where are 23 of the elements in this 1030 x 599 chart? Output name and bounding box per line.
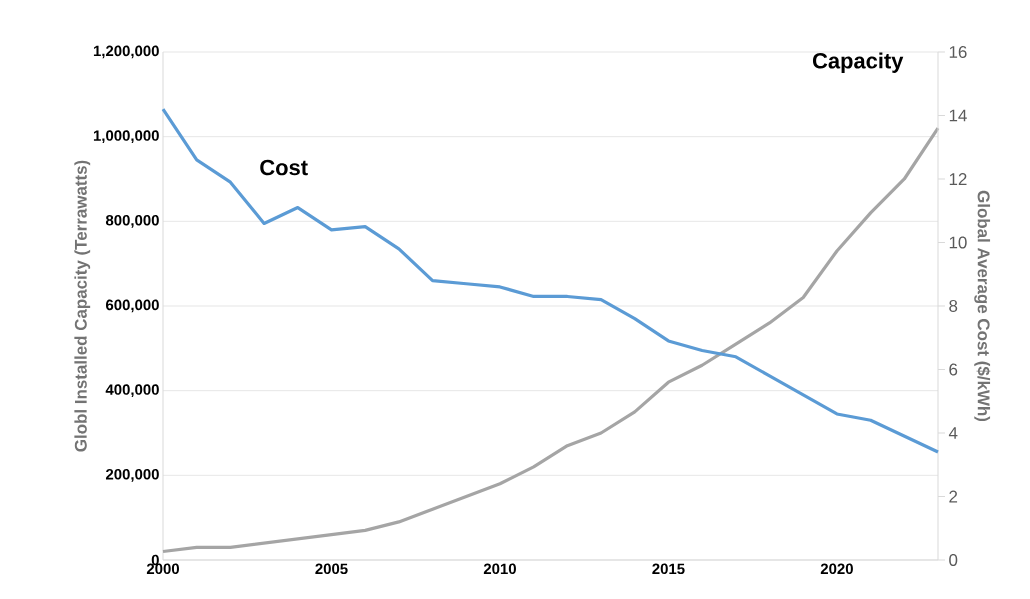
y-tick-label: 800,000 <box>105 214 159 228</box>
y2-tick-label: 0 <box>949 554 958 566</box>
y-tick-label: 200,000 <box>105 468 159 482</box>
x-tick-label: 2010 <box>483 563 516 575</box>
y2-tick-label: 16 <box>949 46 967 58</box>
y2-tick-label: 6 <box>949 363 958 376</box>
y2-tick-label: 2 <box>949 490 958 503</box>
y2-tick-label: 10 <box>949 236 967 249</box>
x-tick-label: 2020 <box>820 563 853 575</box>
y2-axis-title: Global Average Cost ($/kWh) <box>974 190 991 422</box>
series-label: Cost <box>260 159 308 176</box>
x-tick-label: 2015 <box>652 563 685 575</box>
x-tick-label: 2005 <box>315 563 348 575</box>
y2-tick-label: 4 <box>948 427 958 439</box>
y-tick-label: 400,000 <box>105 384 159 398</box>
y-tick-label: 1,200,000 <box>93 45 159 59</box>
y2-tick-label: 14 <box>949 109 967 122</box>
y-tick-label: 1,000,000 <box>93 130 159 144</box>
y2-tick-label: 8 <box>949 300 958 312</box>
y-tick-label: 600,000 <box>106 299 159 313</box>
y-axis-title: Globl Installed Capacity (Terrawatts) <box>74 160 91 452</box>
y2-tick-label: 12 <box>949 173 967 185</box>
text: Capacity <box>812 52 904 73</box>
